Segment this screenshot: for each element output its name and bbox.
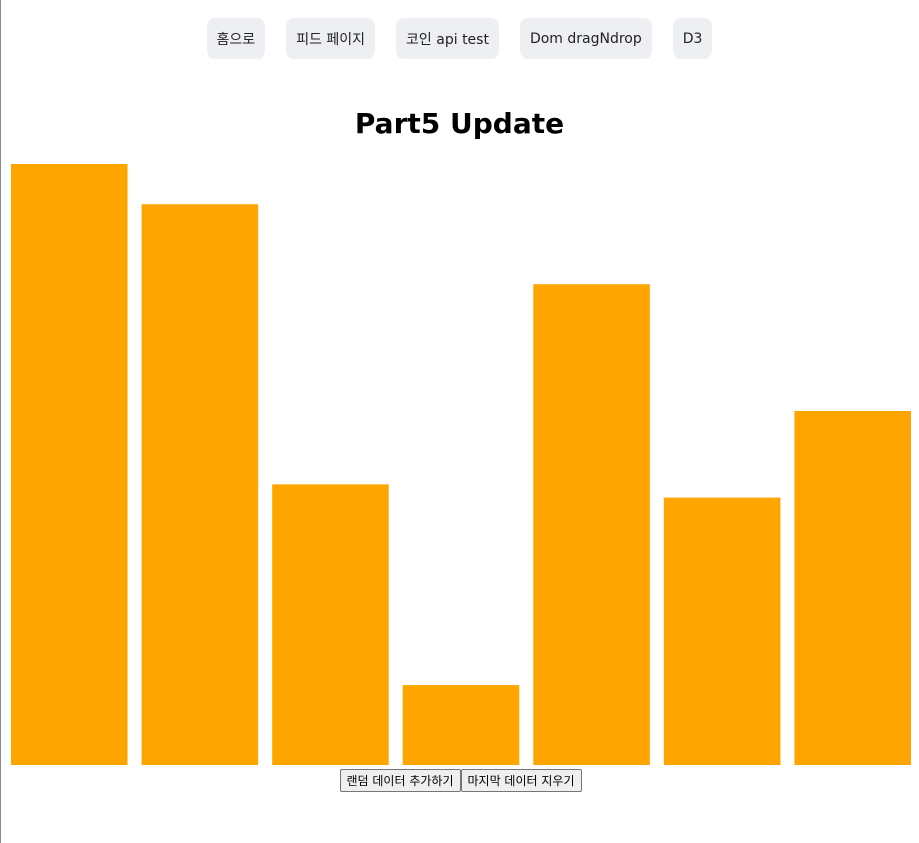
nav-coin-api-button[interactable]: 코인 api test (396, 18, 499, 59)
remove-last-data-button[interactable]: 마지막 데이터 지우기 (460, 769, 582, 792)
page-title: Part5 Update (354, 107, 565, 140)
window-left-border (0, 0, 1, 843)
bar-2 (141, 204, 259, 765)
chart-controls: 랜덤 데이터 추가하기 마지막 데이터 지우기 (0, 769, 919, 792)
bar-3 (272, 484, 389, 765)
nav-feed-button[interactable]: 피드 페이지 (286, 18, 376, 59)
bar-1 (11, 164, 128, 765)
bar-6 (663, 497, 781, 765)
nav-dom-dragndrop-button[interactable]: Dom dragNdrop (519, 18, 652, 59)
top-nav: 홈으로 피드 페이지 코인 api test Dom dragNdrop D3 (0, 18, 919, 59)
bar-7 (794, 411, 911, 765)
bar-chart (11, 164, 911, 765)
nav-d3-button[interactable]: D3 (672, 18, 713, 59)
bar-4 (402, 685, 520, 765)
bar-5 (533, 284, 650, 765)
add-random-data-button[interactable]: 랜덤 데이터 추가하기 (339, 769, 461, 792)
nav-home-button[interactable]: 홈으로 (206, 18, 266, 59)
